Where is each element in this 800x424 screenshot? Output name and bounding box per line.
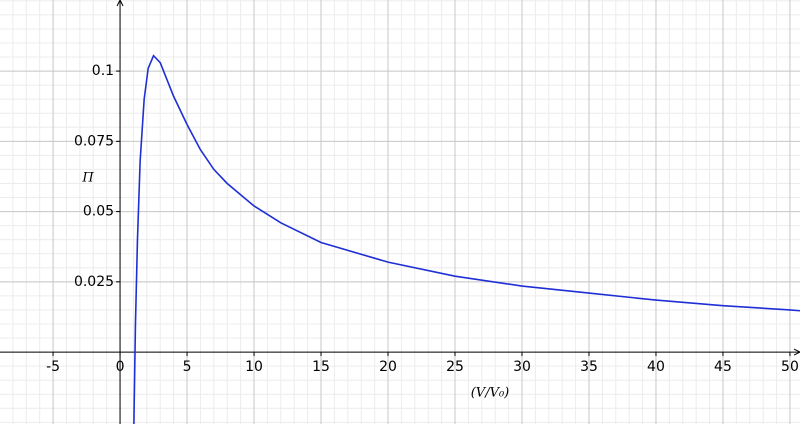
- x-tick-label: 0: [116, 359, 125, 375]
- x-tick-label: 5: [183, 359, 192, 375]
- x-tick-label: 45: [714, 359, 732, 375]
- y-tick-label: 0.1: [92, 63, 114, 79]
- x-tick-label: 30: [513, 359, 531, 375]
- x-tick-label: 40: [647, 359, 665, 375]
- axis-arrow: [116, 0, 124, 7]
- axis-arrow: [793, 348, 800, 356]
- x-tick-label: 50: [781, 359, 799, 375]
- y-tick-label: 0.025: [74, 274, 114, 290]
- x-axis-label: (V/V₀): [471, 386, 510, 401]
- x-tick-label: 20: [379, 359, 397, 375]
- y-axis-label: Π: [81, 171, 94, 186]
- x-tick-label: 35: [580, 359, 598, 375]
- x-tick-label: -5: [46, 359, 60, 375]
- y-tick-label: 0.05: [83, 204, 114, 220]
- x-tick-label: 10: [245, 359, 263, 375]
- x-tick-label: 15: [312, 359, 330, 375]
- y-tick-label: 0.075: [74, 133, 114, 149]
- x-tick-label: 25: [446, 359, 464, 375]
- curve: [133, 54, 800, 424]
